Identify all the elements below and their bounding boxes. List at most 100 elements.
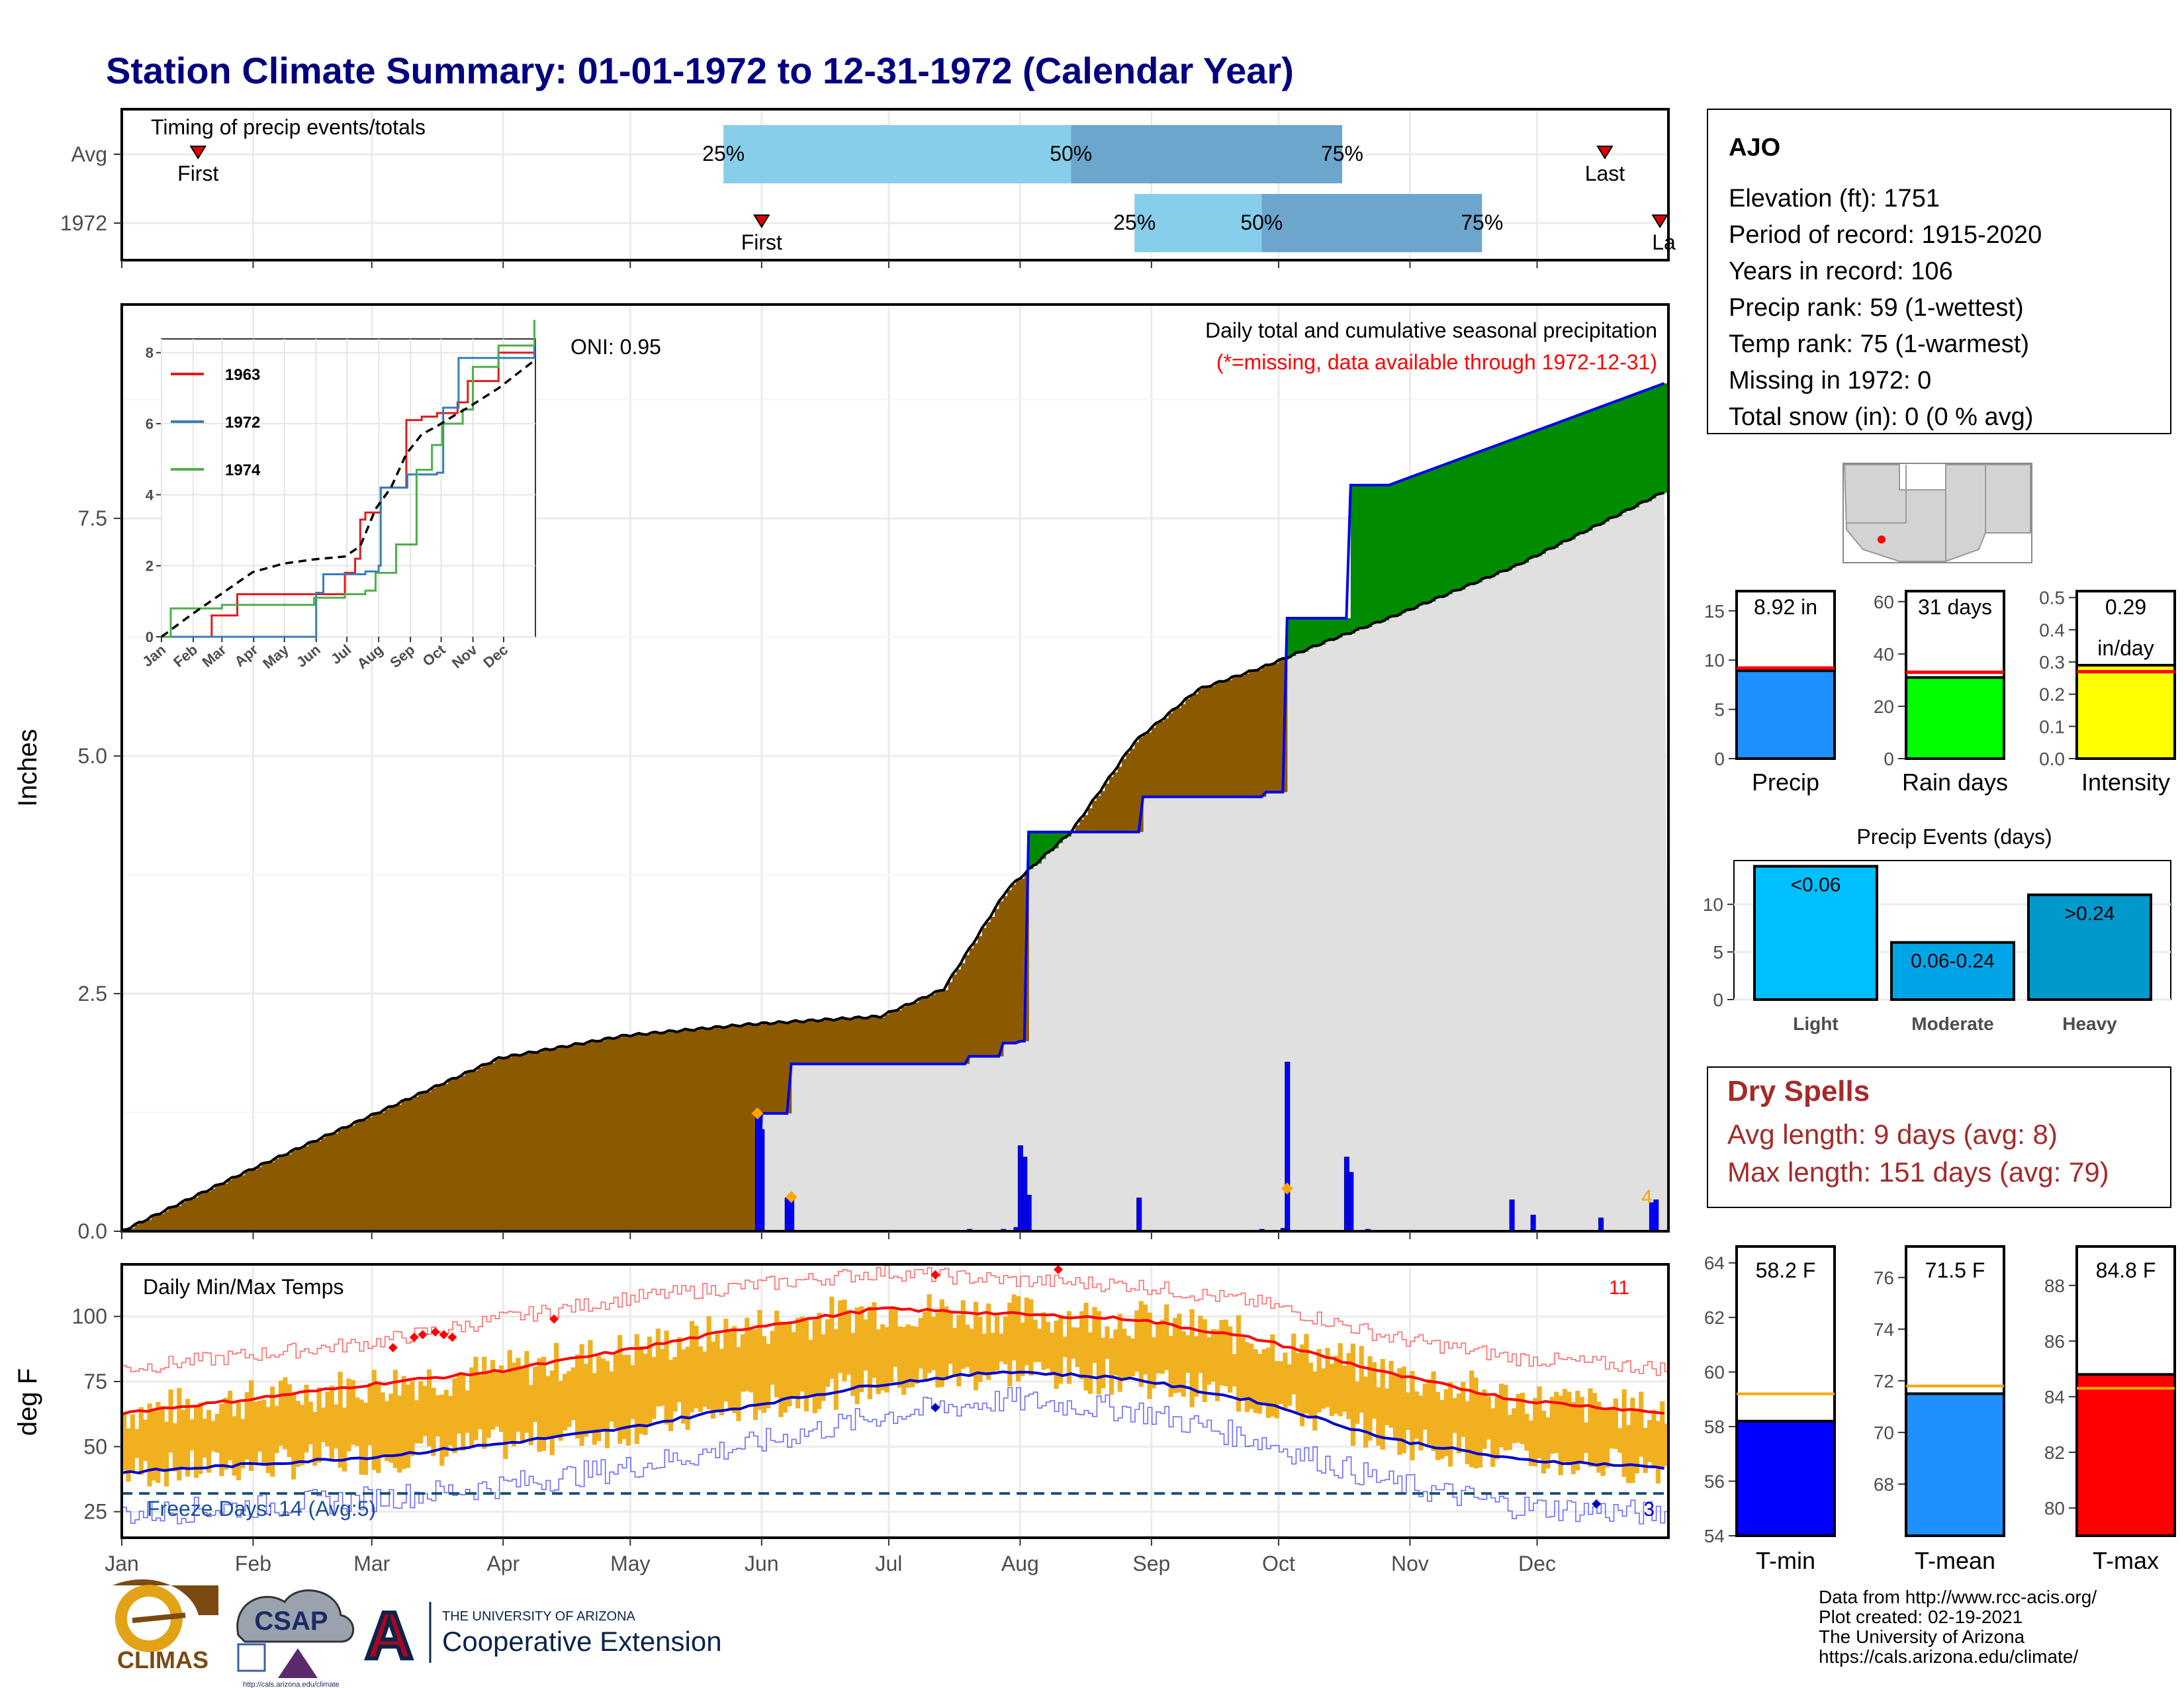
month-label: Sep	[1132, 1552, 1170, 1575]
footer-line: Plot created: 02-19-2021	[1819, 1607, 2023, 1627]
daily-precip-bar	[1136, 1197, 1142, 1232]
events-ytick-label: 10	[1703, 894, 1723, 915]
temp-summary-ytick-label: 76	[1874, 1268, 1894, 1288]
timing-bar-25-50	[723, 125, 1071, 183]
summary-ytick-label: 0.2	[2039, 684, 2065, 705]
month-label: Mar	[353, 1552, 390, 1575]
station-info-line: Years in record: 106	[1729, 258, 1953, 285]
inset-legend-label: 1963	[225, 366, 260, 384]
record-precip-marker	[751, 1107, 764, 1119]
record-high-marker	[430, 1327, 440, 1337]
ua-logo: A THE UNIVERSITY OF ARIZONA Cooperative …	[363, 1597, 722, 1675]
temp-summary-value-label: 71.5 F	[1925, 1258, 1985, 1282]
summary-ytick-label: 15	[1704, 601, 1725, 622]
summary-ytick-label: 20	[1874, 696, 1894, 717]
temp-summary-value-label: 58.2 F	[1756, 1258, 1816, 1282]
station-info-line: Elevation (ft): 1751	[1729, 185, 1940, 212]
temp-summary-ytick-label: 82	[2044, 1442, 2065, 1463]
month-label: Nov	[1391, 1552, 1429, 1575]
temp-summary-bars: 54 56 58 60 62 64 58.2 F T-min 68 70 72 74 76 71.5 F T…	[1704, 1245, 2176, 1574]
month-label: Jan	[105, 1552, 139, 1575]
last-label: Last	[1585, 162, 1625, 185]
precip-surplus-area	[1028, 383, 1669, 869]
dry-spells-title: Dry Spells	[1727, 1075, 1870, 1107]
inset-xtick-label: Sep	[387, 641, 418, 671]
record-high-marker	[931, 1270, 940, 1280]
record-min-line	[122, 1387, 1669, 1524]
events-category-label: Light	[1793, 1013, 1838, 1034]
temp-summary-xlabel: T-mean	[1915, 1547, 1995, 1574]
daily-precip-bar	[1285, 1061, 1291, 1232]
inset-xtick-label: Jun	[293, 641, 324, 671]
timing-bar-50-75	[1261, 194, 1482, 252]
summary-ytick-label: 0	[1884, 749, 1894, 769]
avg-min-line	[121, 1370, 1664, 1475]
station-info-line: Missing in 1972: 0	[1729, 367, 1931, 395]
temp-summary-ytick-label: 74	[1874, 1319, 1894, 1340]
daily-precip-bar	[1598, 1217, 1604, 1232]
events-bar-label: <0.06	[1791, 874, 1841, 896]
precip-panel: 0.0 2.5 5.0 7.5 Inches Daily total and cumu…	[13, 303, 1670, 1243]
events-category-label: Moderate	[1911, 1013, 1993, 1034]
timing-p25-label: 25%	[1113, 211, 1156, 234]
temp-summary-ytick-label: 58	[1704, 1417, 1725, 1437]
temp-ytick-label: 50	[83, 1434, 107, 1458]
precip-ytick-label: 7.5	[78, 506, 107, 530]
inset-xtick-label: May	[259, 641, 292, 672]
summary-ytick-label: 0.3	[2039, 652, 2065, 673]
temp-summary-ytick-label: 68	[1874, 1474, 1894, 1495]
inset-xtick-label: Feb	[170, 641, 201, 671]
footer-credits: Data from http://www.rcc-acis.org/Plot c…	[1819, 1587, 2097, 1667]
inset-legend-label: 1974	[225, 461, 261, 479]
precip-deficit-area	[122, 658, 1288, 1231]
temp-summary-bar	[1905, 1392, 2005, 1538]
record-high-marker	[418, 1330, 428, 1340]
ua-small-text: THE UNIVERSITY OF ARIZONA	[442, 1609, 636, 1624]
record-max-line	[122, 1264, 1669, 1376]
summary-bar-value	[2075, 663, 2176, 761]
summary-ytick-label: 0.4	[2039, 620, 2065, 640]
record-high-marker	[439, 1330, 449, 1340]
inset-line-average	[160, 359, 535, 638]
cumulative-1972-line	[122, 382, 1665, 1233]
station-info-line: Temp rank: 75 (1-warmest)	[1729, 330, 2029, 358]
summary-bar-xlabel: Intensity	[2081, 769, 2170, 796]
month-label: May	[610, 1552, 650, 1575]
temp-summary-xlabel: T-min	[1756, 1547, 1815, 1574]
temp-summary-value-label: 84.8 F	[2096, 1258, 2156, 1282]
first-label: First	[741, 230, 782, 254]
summary-bar-value	[1735, 669, 1836, 760]
timing-p75-label: 75%	[1321, 142, 1363, 165]
footer-line: The University of Arizona	[1819, 1626, 2025, 1647]
station-info-box: AJO Elevation (ft): 1751 Period of record…	[1707, 109, 2171, 434]
summary-ytick-label: 0.0	[2039, 749, 2065, 769]
csap-url: http://cals.arizona.edu/climate	[243, 1681, 340, 1688]
precip-events-chart: Precip Events (days) 0 5 10 <0.06 Light 0.06-…	[1703, 825, 2171, 1034]
oni-label: ONI: 0.95	[570, 335, 661, 359]
events-bar	[2027, 893, 2152, 1001]
summary-ytick-label: 0	[1714, 749, 1725, 769]
inset-ytick-label: 6	[146, 416, 154, 432]
summary-bar-value	[1905, 676, 2005, 760]
inset-ytick-label: 8	[146, 345, 154, 361]
inset-xtick-label: Oct	[420, 641, 449, 669]
summary-ytick-label: 5	[1714, 700, 1725, 720]
timing-p50-label: 50%	[1050, 142, 1092, 165]
last-marker-icon	[1651, 214, 1668, 228]
last-label: La	[1652, 230, 1676, 254]
csap-logo: CSAP http://cals.arizona.edu/climate	[236, 1589, 355, 1688]
temp-summary-ytick-label: 84	[2044, 1387, 2065, 1407]
climas-logo: CLIMAS	[113, 1579, 218, 1673]
dry-spells-max: Max length: 151 days (avg: 79)	[1727, 1156, 2109, 1188]
temp-summary-ytick-label: 60	[1704, 1362, 1725, 1383]
inset-ytick-label: 0	[146, 629, 154, 645]
first-marker-icon	[753, 214, 770, 228]
precip-ytick-label: 5.0	[78, 744, 107, 768]
summary-bar-xlabel: Precip	[1752, 769, 1819, 796]
inset-line-1972	[161, 320, 535, 638]
temp-ytick-label: 100	[72, 1305, 107, 1329]
daily-precip-bar	[1653, 1199, 1659, 1232]
summary-ytick-label: 60	[1874, 592, 1894, 612]
temp-summary-xlabel: T-max	[2093, 1547, 2159, 1574]
dry-spells-box: Dry Spells Avg length: 9 days (avg: 8) M…	[1707, 1066, 2171, 1208]
